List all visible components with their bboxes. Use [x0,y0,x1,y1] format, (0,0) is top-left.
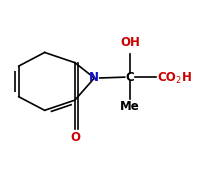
Text: OH: OH [120,36,140,49]
Text: C: C [126,71,134,84]
Text: Me: Me [120,101,140,113]
Text: CO: CO [157,71,176,84]
Text: H: H [182,71,192,84]
Text: N: N [89,71,99,84]
Text: O: O [70,131,80,144]
Text: 2: 2 [175,76,181,85]
